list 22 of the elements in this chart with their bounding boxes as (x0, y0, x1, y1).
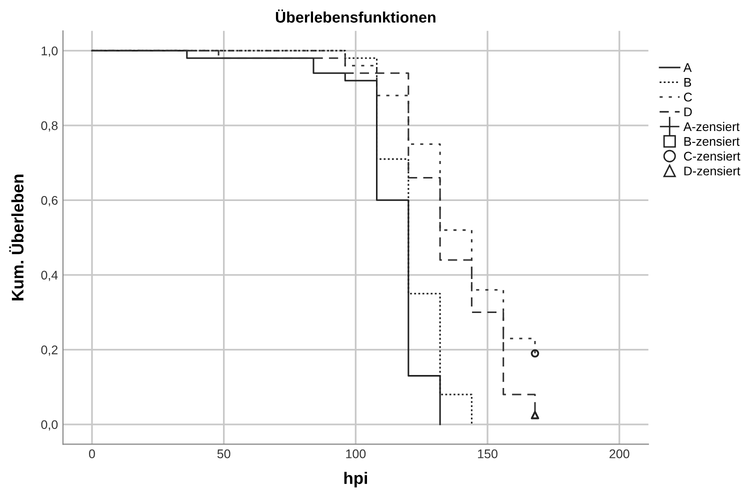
legend-label: B (684, 78, 692, 87)
x-axis-title: hpi (344, 472, 367, 488)
y-tick-label: 0,0 (41, 420, 58, 431)
y-tick-label: 1,0 (42, 46, 58, 57)
legend-label: D (684, 108, 692, 116)
x-tick-label: 150 (478, 449, 498, 458)
x-tick-label: 200 (610, 449, 630, 458)
x-tick-label: 50 (217, 449, 230, 458)
y-axis-title: Kum. Überleben (9, 174, 24, 300)
y-tick-label: 0,4 (41, 270, 58, 282)
legend-label: C-zensiert (684, 151, 740, 161)
chart-title: Überlebensfunktionen (276, 9, 436, 23)
legend-label: A (683, 63, 692, 72)
x-tick-label: 100 (346, 449, 366, 458)
y-tick-label: 0,2 (41, 345, 58, 356)
y-tick-label: 0,8 (41, 121, 58, 132)
legend-label: C (684, 92, 692, 102)
legend-label: D-zensiert (684, 166, 740, 176)
y-tick-label: 0,6 (41, 196, 58, 206)
legend-label: B-zensiert (684, 136, 740, 146)
legend-label: A-zensiert (683, 122, 740, 132)
x-tick-label: 0 (89, 449, 95, 458)
